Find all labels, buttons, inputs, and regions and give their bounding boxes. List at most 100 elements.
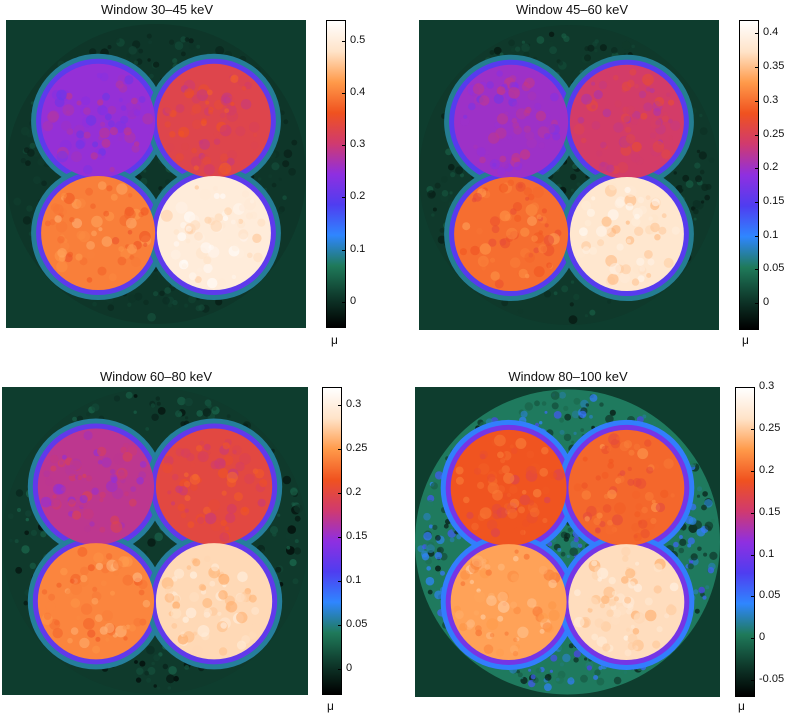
noise-speckle: [559, 662, 564, 667]
noise-speckle: [685, 180, 694, 189]
insert-texture: [85, 475, 93, 482]
insert-texture: [625, 105, 636, 115]
colorbar-tick-mark: [751, 471, 755, 472]
noise-speckle: [25, 510, 32, 517]
noise-speckle: [196, 44, 201, 49]
insert-texture: [591, 104, 596, 110]
insert-texture: [471, 555, 484, 567]
noise-speckle: [687, 563, 694, 570]
insert-texture: [509, 485, 518, 494]
insert-texture: [621, 546, 631, 557]
insert-texture: [56, 150, 68, 163]
insert-texture: [180, 512, 187, 519]
insert-texture: [644, 597, 653, 606]
insert-texture: [480, 614, 486, 620]
colorbar-tick-mark: [755, 303, 759, 304]
noise-speckle: [277, 209, 283, 215]
insert-texture: [118, 83, 128, 93]
noise-speckle: [128, 294, 137, 303]
noise-speckle: [573, 397, 581, 405]
noise-speckle: [215, 46, 225, 55]
noise-speckle: [159, 290, 165, 296]
insert-texture: [459, 502, 471, 514]
insert-texture: [189, 592, 200, 602]
insert-texture: [45, 601, 56, 612]
insert-texture: [65, 92, 73, 100]
noise-speckle: [172, 299, 178, 306]
insert-texture: [175, 485, 183, 494]
insert-texture: [598, 80, 608, 90]
insert-texture: [118, 246, 125, 252]
insert-texture: [132, 572, 143, 583]
colorbar-tick-label: 0.3: [350, 138, 366, 150]
noise-speckle: [113, 395, 121, 402]
colorbar-unit-label: μ: [327, 699, 334, 713]
insert-texture: [95, 562, 104, 571]
panel-title: Window 60–80 keV: [99, 369, 213, 384]
insert-texture: [197, 267, 202, 273]
noise-speckle: [147, 538, 156, 547]
insert-texture: [603, 586, 615, 599]
insert-texture: [650, 517, 657, 525]
insert-texture: [87, 629, 96, 638]
insert-texture: [500, 458, 506, 464]
insert-texture: [40, 496, 52, 508]
insert-texture: [639, 266, 646, 272]
noise-speckle: [536, 36, 545, 44]
insert-texture: [611, 514, 623, 526]
noise-speckle: [514, 46, 521, 52]
insert-texture: [524, 252, 535, 263]
insert-texture: [614, 198, 624, 209]
insert-texture: [624, 649, 632, 657]
noise-speckle: [280, 110, 285, 115]
panel-title: Window 45–60 keV: [515, 2, 629, 17]
insert-texture: [198, 453, 206, 461]
insert-texture: [57, 236, 65, 244]
insert-texture: [624, 596, 632, 604]
insert-texture: [601, 216, 612, 227]
noise-speckle: [599, 44, 607, 52]
colorbar-tick-label: 0.4: [763, 26, 779, 38]
insert-texture: [651, 198, 660, 207]
insert-texture: [104, 113, 112, 121]
noise-speckle: [623, 670, 628, 675]
noise-speckle: [573, 657, 579, 663]
insert-texture: [541, 486, 550, 495]
insert-texture: [101, 610, 113, 622]
insert-texture: [637, 275, 645, 283]
insert-texture: [634, 213, 640, 220]
insert-texture: [221, 490, 227, 496]
noise-speckle: [162, 663, 168, 670]
ct-image: [2, 387, 308, 695]
insert-texture: [460, 116, 470, 126]
insert-texture: [202, 156, 212, 166]
noise-speckle: [147, 312, 156, 322]
insert-texture: [219, 112, 226, 119]
colorbar: [322, 387, 342, 695]
insert-texture: [101, 236, 113, 247]
insert-texture: [111, 476, 118, 484]
insert-texture: [203, 256, 212, 265]
insert-texture: [470, 245, 480, 256]
insert-texture: [654, 464, 660, 469]
insert-texture: [507, 508, 518, 519]
noise-speckle: [432, 524, 438, 530]
insert-texture: [83, 618, 95, 630]
insert-texture: [210, 268, 218, 276]
noise-speckle: [594, 48, 598, 53]
insert-texture: [180, 222, 187, 229]
insert-texture: [479, 243, 492, 255]
noise-speckle: [440, 570, 445, 576]
noise-speckle: [564, 532, 571, 539]
insert-texture: [599, 603, 606, 609]
noise-speckle: [138, 48, 144, 54]
insert-texture: [188, 272, 197, 281]
insert-texture: [496, 113, 509, 125]
noise-speckle: [580, 428, 585, 432]
insert-texture: [184, 88, 195, 99]
insert-texture: [624, 126, 632, 133]
insert-texture: [611, 591, 617, 596]
noise-speckle: [702, 595, 707, 600]
insert-texture: [499, 155, 507, 163]
noise-speckle: [431, 213, 435, 217]
